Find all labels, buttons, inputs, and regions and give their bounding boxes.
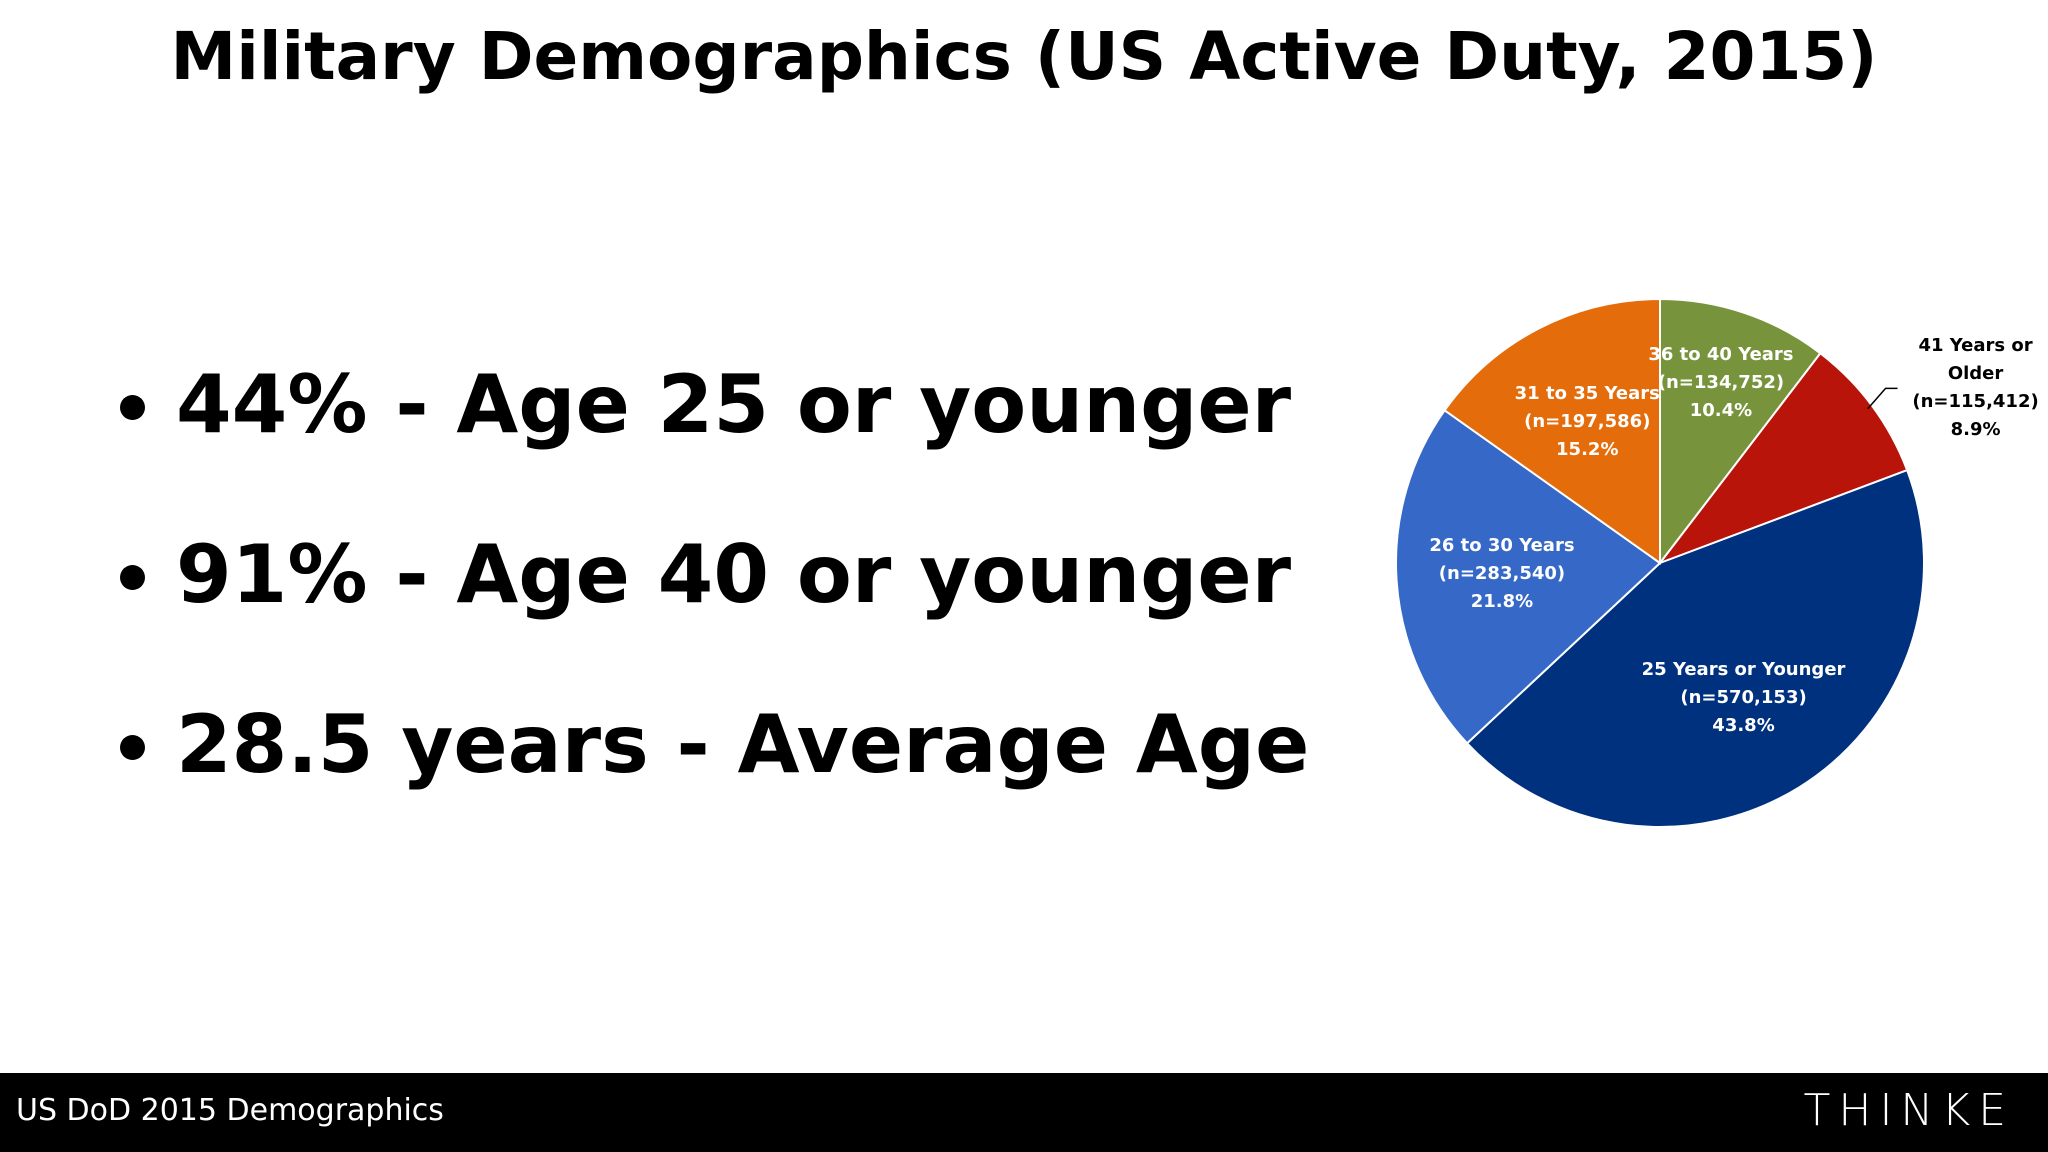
slice-label: 26 to 30 Years (n=283,540) 21.8% xyxy=(1397,532,1607,616)
slice-count: (n=115,412) xyxy=(1912,391,2039,413)
slice-category: 25 Years or Younger xyxy=(1641,658,1846,680)
slice-category: 36 to 40 Years xyxy=(1648,343,1794,365)
slice-percent: 43.8% xyxy=(1712,714,1775,736)
slice-category: 41 Years or Older xyxy=(1918,335,2033,385)
footer-bar: US DoD 2015 Demographics THINKE xyxy=(0,1073,2048,1152)
bullet-list: 44% - Age 25 or younger91% - Age 40 or y… xyxy=(110,320,1309,830)
pie-slice xyxy=(1395,408,1662,745)
leader-line xyxy=(1867,387,1898,410)
slice-count: (n=283,540) xyxy=(1438,562,1566,584)
slide-title: Military Demographics (US Active Duty, 2… xyxy=(170,18,1878,95)
pie-slice xyxy=(1659,297,1822,566)
footer-logo: THINKE xyxy=(1803,1085,2014,1136)
slice-percent: 8.9% xyxy=(1950,419,2001,441)
pie-slice xyxy=(1657,351,1909,566)
slice-count: (n=197,586) xyxy=(1524,411,1651,433)
bullet: 44% - Age 25 or younger xyxy=(176,320,1309,490)
slice-percent: 10.4% xyxy=(1689,399,1753,421)
slice-label: 36 to 40 Years (n=134,752) 10.4% xyxy=(1616,341,1826,425)
slice-category: 31 to 35 Years xyxy=(1514,383,1660,405)
footer-source: US DoD 2015 Demographics xyxy=(16,1093,444,1128)
bullet: 91% - Age 40 or younger xyxy=(176,490,1309,660)
slice-label: 25 Years or Younger (n=570,153) 43.8% xyxy=(1639,656,1849,740)
pie-chart xyxy=(1395,297,1926,829)
bullet: 28.5 years - Average Age xyxy=(176,660,1309,830)
slice-count: (n=570,153) xyxy=(1680,686,1807,708)
slice-category: 26 to 30 Years xyxy=(1429,534,1575,556)
slice-label: 31 to 35 Years (n=197,586) 15.2% xyxy=(1482,380,1692,464)
slice-count: (n=134,752) xyxy=(1657,371,1785,393)
slice-label: 41 Years or Older (n=115,412) 8.9% xyxy=(1901,332,2048,444)
pie-slice xyxy=(1443,297,1661,565)
slice-percent: 15.2% xyxy=(1556,439,1619,461)
slice-percent: 21.8% xyxy=(1470,590,1534,612)
pie-slice xyxy=(1465,468,1926,829)
